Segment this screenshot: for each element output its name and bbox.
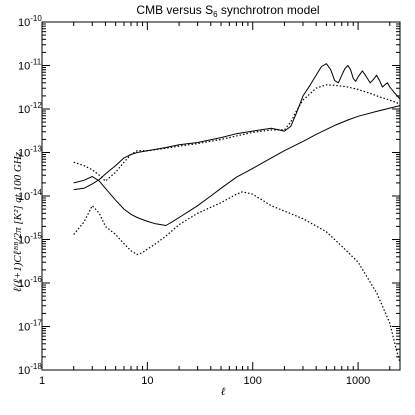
y-tick-label: 10-12	[18, 101, 42, 116]
series-line-3	[73, 84, 401, 182]
x-tick-label: 1	[39, 375, 45, 387]
x-tick-label: 1000	[346, 375, 370, 387]
y-tick-label: 10-15	[18, 232, 42, 247]
chart-title: CMB versus S6 synchrotron model	[136, 3, 319, 19]
y-tick-label: 10-16	[18, 275, 42, 290]
series-line-4	[73, 191, 401, 363]
y-tick-label: 10-17	[18, 319, 42, 334]
y-tick-label: 10-13	[18, 145, 42, 160]
plot-frame	[41, 21, 401, 371]
y-tick-label: 10-10	[18, 14, 42, 29]
y-tick-label: 10-11	[18, 58, 42, 73]
y-tick-label: 10-18	[18, 362, 42, 377]
series-line-2	[73, 63, 401, 191]
x-axis-label: ℓ	[221, 386, 226, 398]
y-tick-label: 10-14	[18, 188, 42, 203]
x-tick-label: 100	[244, 375, 262, 387]
y-axis-label: ℓ(ℓ+1)Cℓᴮᴮ/2π [K²] at 100 GHz	[12, 151, 24, 292]
series-line-1	[73, 105, 401, 226]
x-tick-label: 10	[141, 375, 153, 387]
